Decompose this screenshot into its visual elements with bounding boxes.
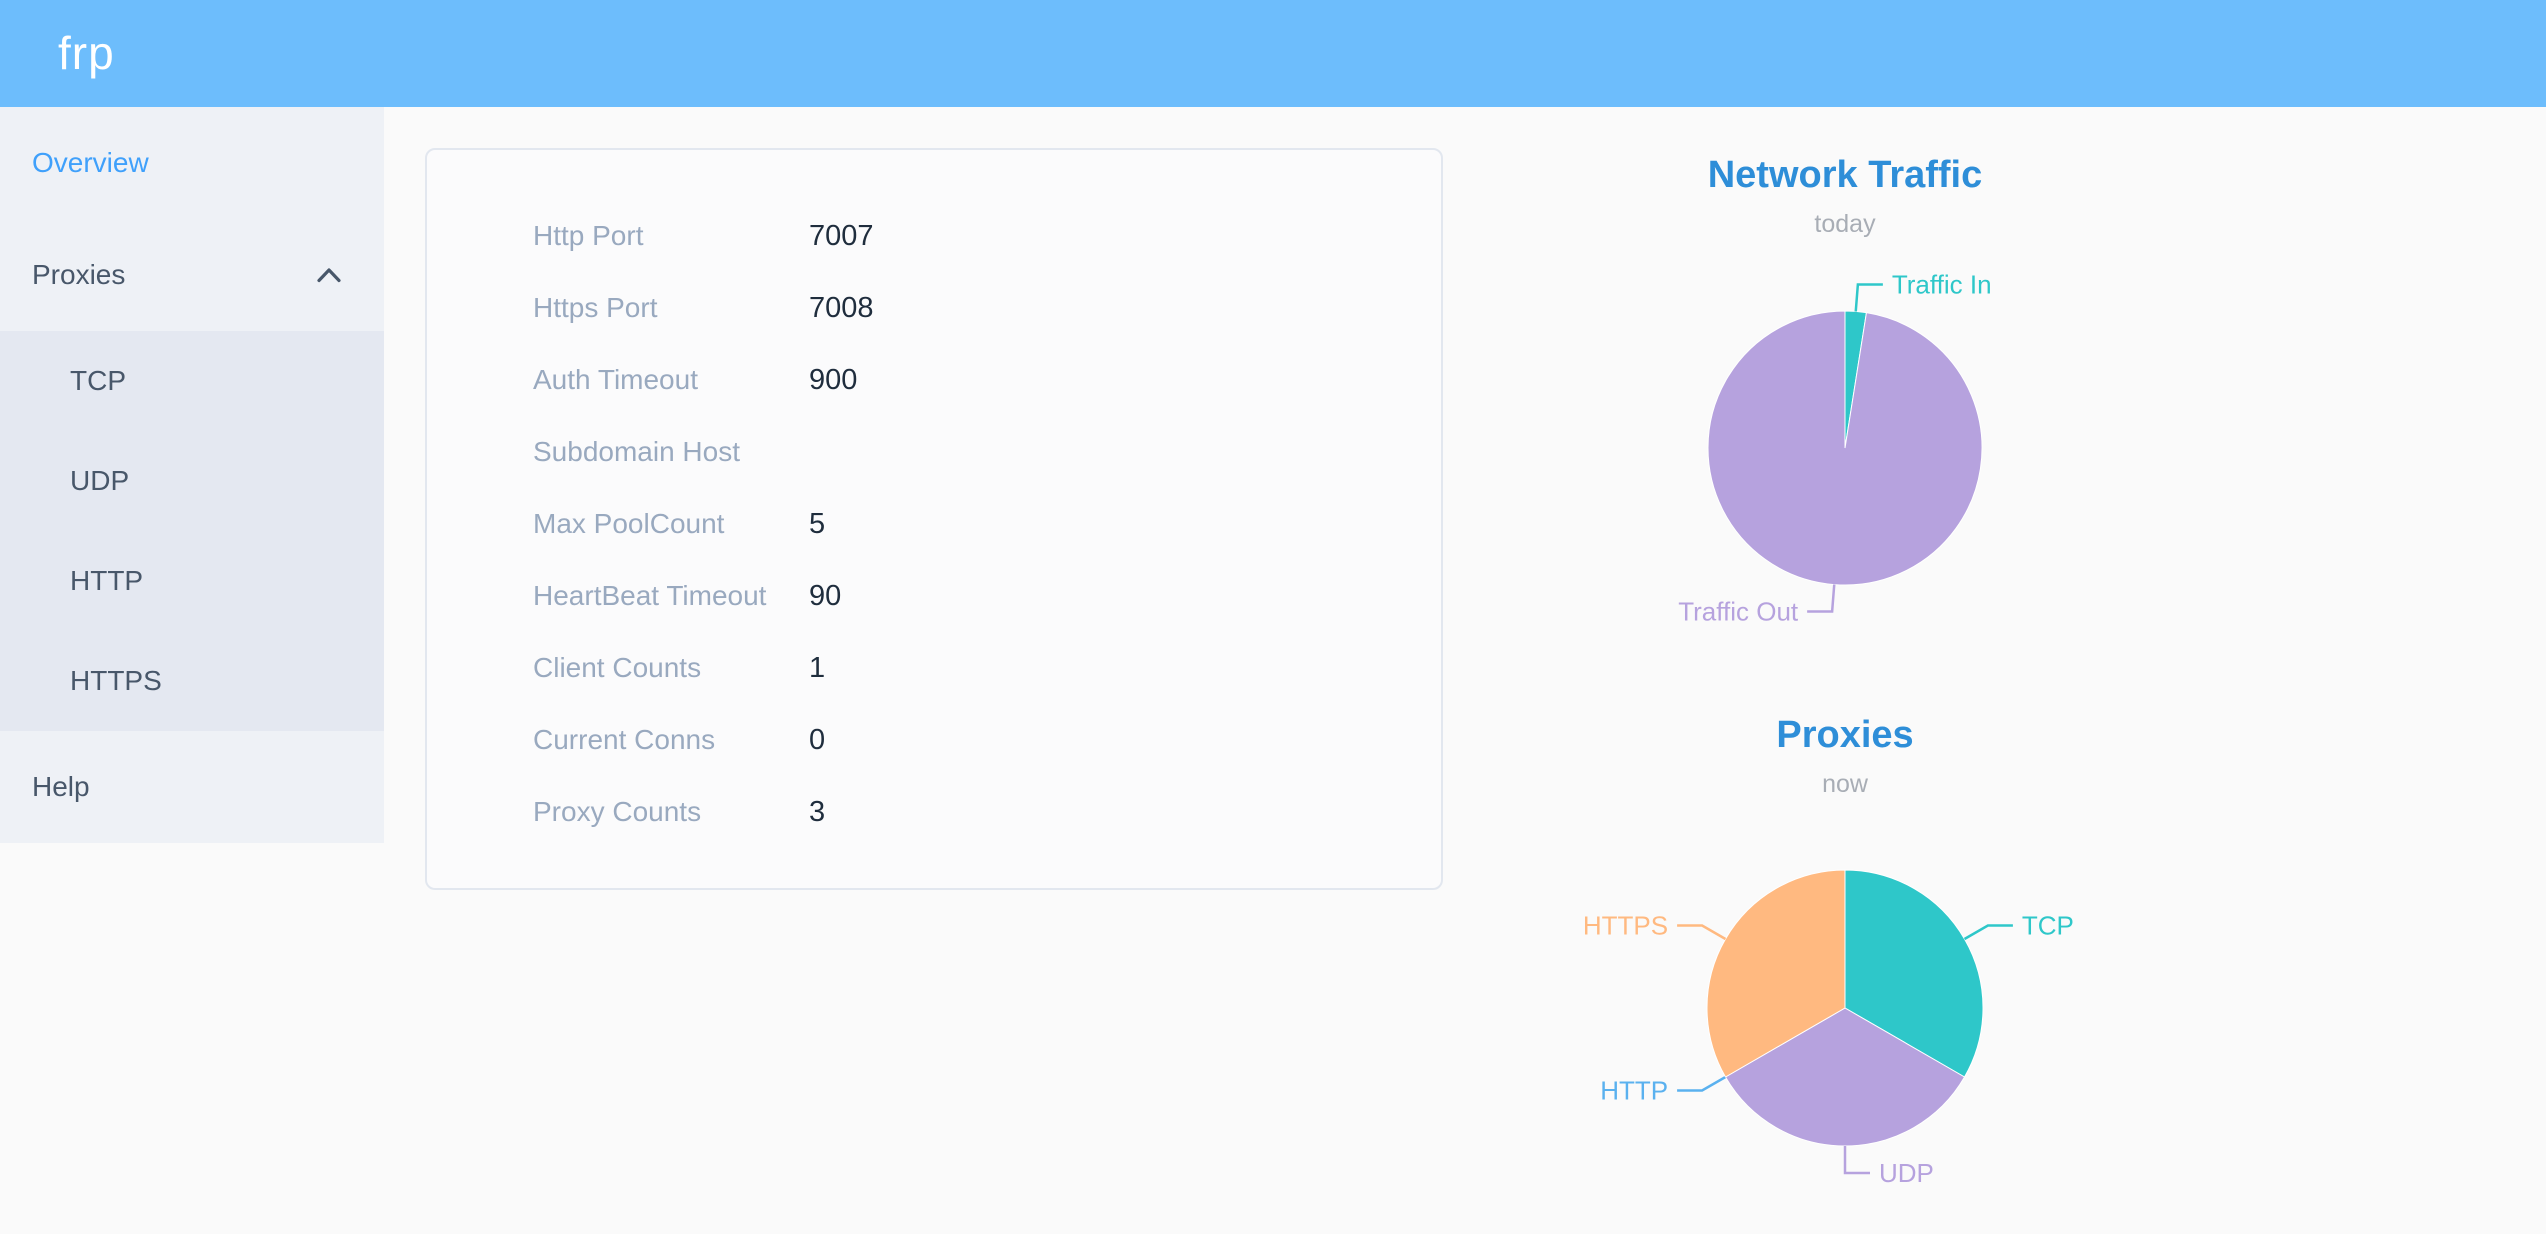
chevron-up-icon [317,268,341,283]
sidebar-item-label: Proxies [32,259,126,290]
card-row-value: 3 [809,795,826,828]
card-row-value: 7008 [809,291,874,324]
card-row-value: 1 [809,651,826,684]
sidebar-item-https[interactable]: HTTPS [0,631,384,731]
proxies-submenu: TCP UDP HTTP HTTPS [0,331,384,731]
pie-label-line [1677,924,1727,941]
sidebar-item-proxies[interactable]: Proxies [0,219,384,331]
sidebar-item-label: TCP [70,365,126,396]
network-traffic-chart-title: Network Traffic [1707,154,1983,196]
proxies-chart-subtitle: now [1822,770,1868,798]
network-traffic-pie-chart[interactable]: Traffic In Traffic Out [1445,250,2245,720]
card-row-value: 900 [809,363,858,396]
pie-label-udp: UDP [1879,1158,1934,1188]
sidebar-item-overview[interactable]: Overview [0,107,384,219]
app-logo: frp [58,27,115,79]
sidebar-item-udp[interactable]: UDP [0,431,384,531]
card-row-label: Max PoolCount [533,508,725,539]
sidebar-item-label: Help [32,771,90,802]
sidebar-item-label: UDP [70,465,130,496]
pie-slice-traffic-out[interactable] [1707,310,1983,586]
pie-label-line [1677,1075,1727,1092]
sidebar-item-help[interactable]: Help [0,731,384,843]
card-row-label: HeartBeat Timeout [533,580,767,611]
card-row-heartbeat-timeout: HeartBeat Timeout 90 [427,560,1441,632]
pie-label-tcp: TCP [2022,911,2074,941]
card-row-current-conns: Current Conns 0 [427,704,1441,776]
card-row-label: Current Conns [533,724,716,755]
proxies-chart-title: Proxies [1776,714,1914,756]
sidebar-item-label: HTTPS [70,665,162,696]
sidebar-item-http[interactable]: HTTP [0,531,384,631]
pie-label-traffic-out: Traffic Out [1678,596,1799,626]
card-row-value: 5 [809,507,826,540]
card-row-label: Https Port [533,292,658,323]
app-header: frp [0,0,2546,107]
card-row-label: Http Port [533,220,644,251]
card-row-max-poolcount: Max PoolCount 5 [427,488,1441,560]
sidebar-item-label: HTTP [70,565,144,596]
pie-label-https: HTTPS [1583,911,1668,941]
proxies-pie-chart[interactable]: TCP UDP HTTP HTTPS [1445,822,2245,1234]
sidebar: Overview Proxies TCP UDP HTTP HTTPS Help [0,107,384,843]
pie-label-line [1963,924,2013,941]
pie-label-line [1843,1146,1870,1175]
card-row-label: Subdomain Host [533,436,741,467]
card-row-https-port: Https Port 7008 [427,272,1441,344]
card-row-value: 0 [809,723,826,756]
card-row-value: 7007 [809,219,874,252]
card-row-label: Proxy Counts [533,796,702,827]
network-traffic-chart-subtitle: today [1814,210,1876,238]
sidebar-item-tcp[interactable]: TCP [0,331,384,431]
pie-label-line [1807,584,1836,613]
pie-label-line [1854,283,1883,312]
card-row-http-port: Http Port 7007 [427,200,1441,272]
card-row-label: Auth Timeout [533,364,698,395]
sidebar-item-label: Overview [32,147,149,178]
pie-label-http: HTTP [1600,1076,1668,1106]
card-row-auth-timeout: Auth Timeout 900 [427,344,1441,416]
pie-label-traffic-in: Traffic In [1892,270,1992,300]
card-row-subdomain-host: Subdomain Host [427,416,1441,488]
card-row-value: 90 [809,579,842,612]
card-row-label: Client Counts [533,652,702,683]
server-info-card: Http Port 7007 Https Port 7008 Auth Time… [425,148,1443,890]
card-row-client-counts: Client Counts 1 [427,632,1441,704]
card-row-proxy-counts: Proxy Counts 3 [427,776,1441,848]
